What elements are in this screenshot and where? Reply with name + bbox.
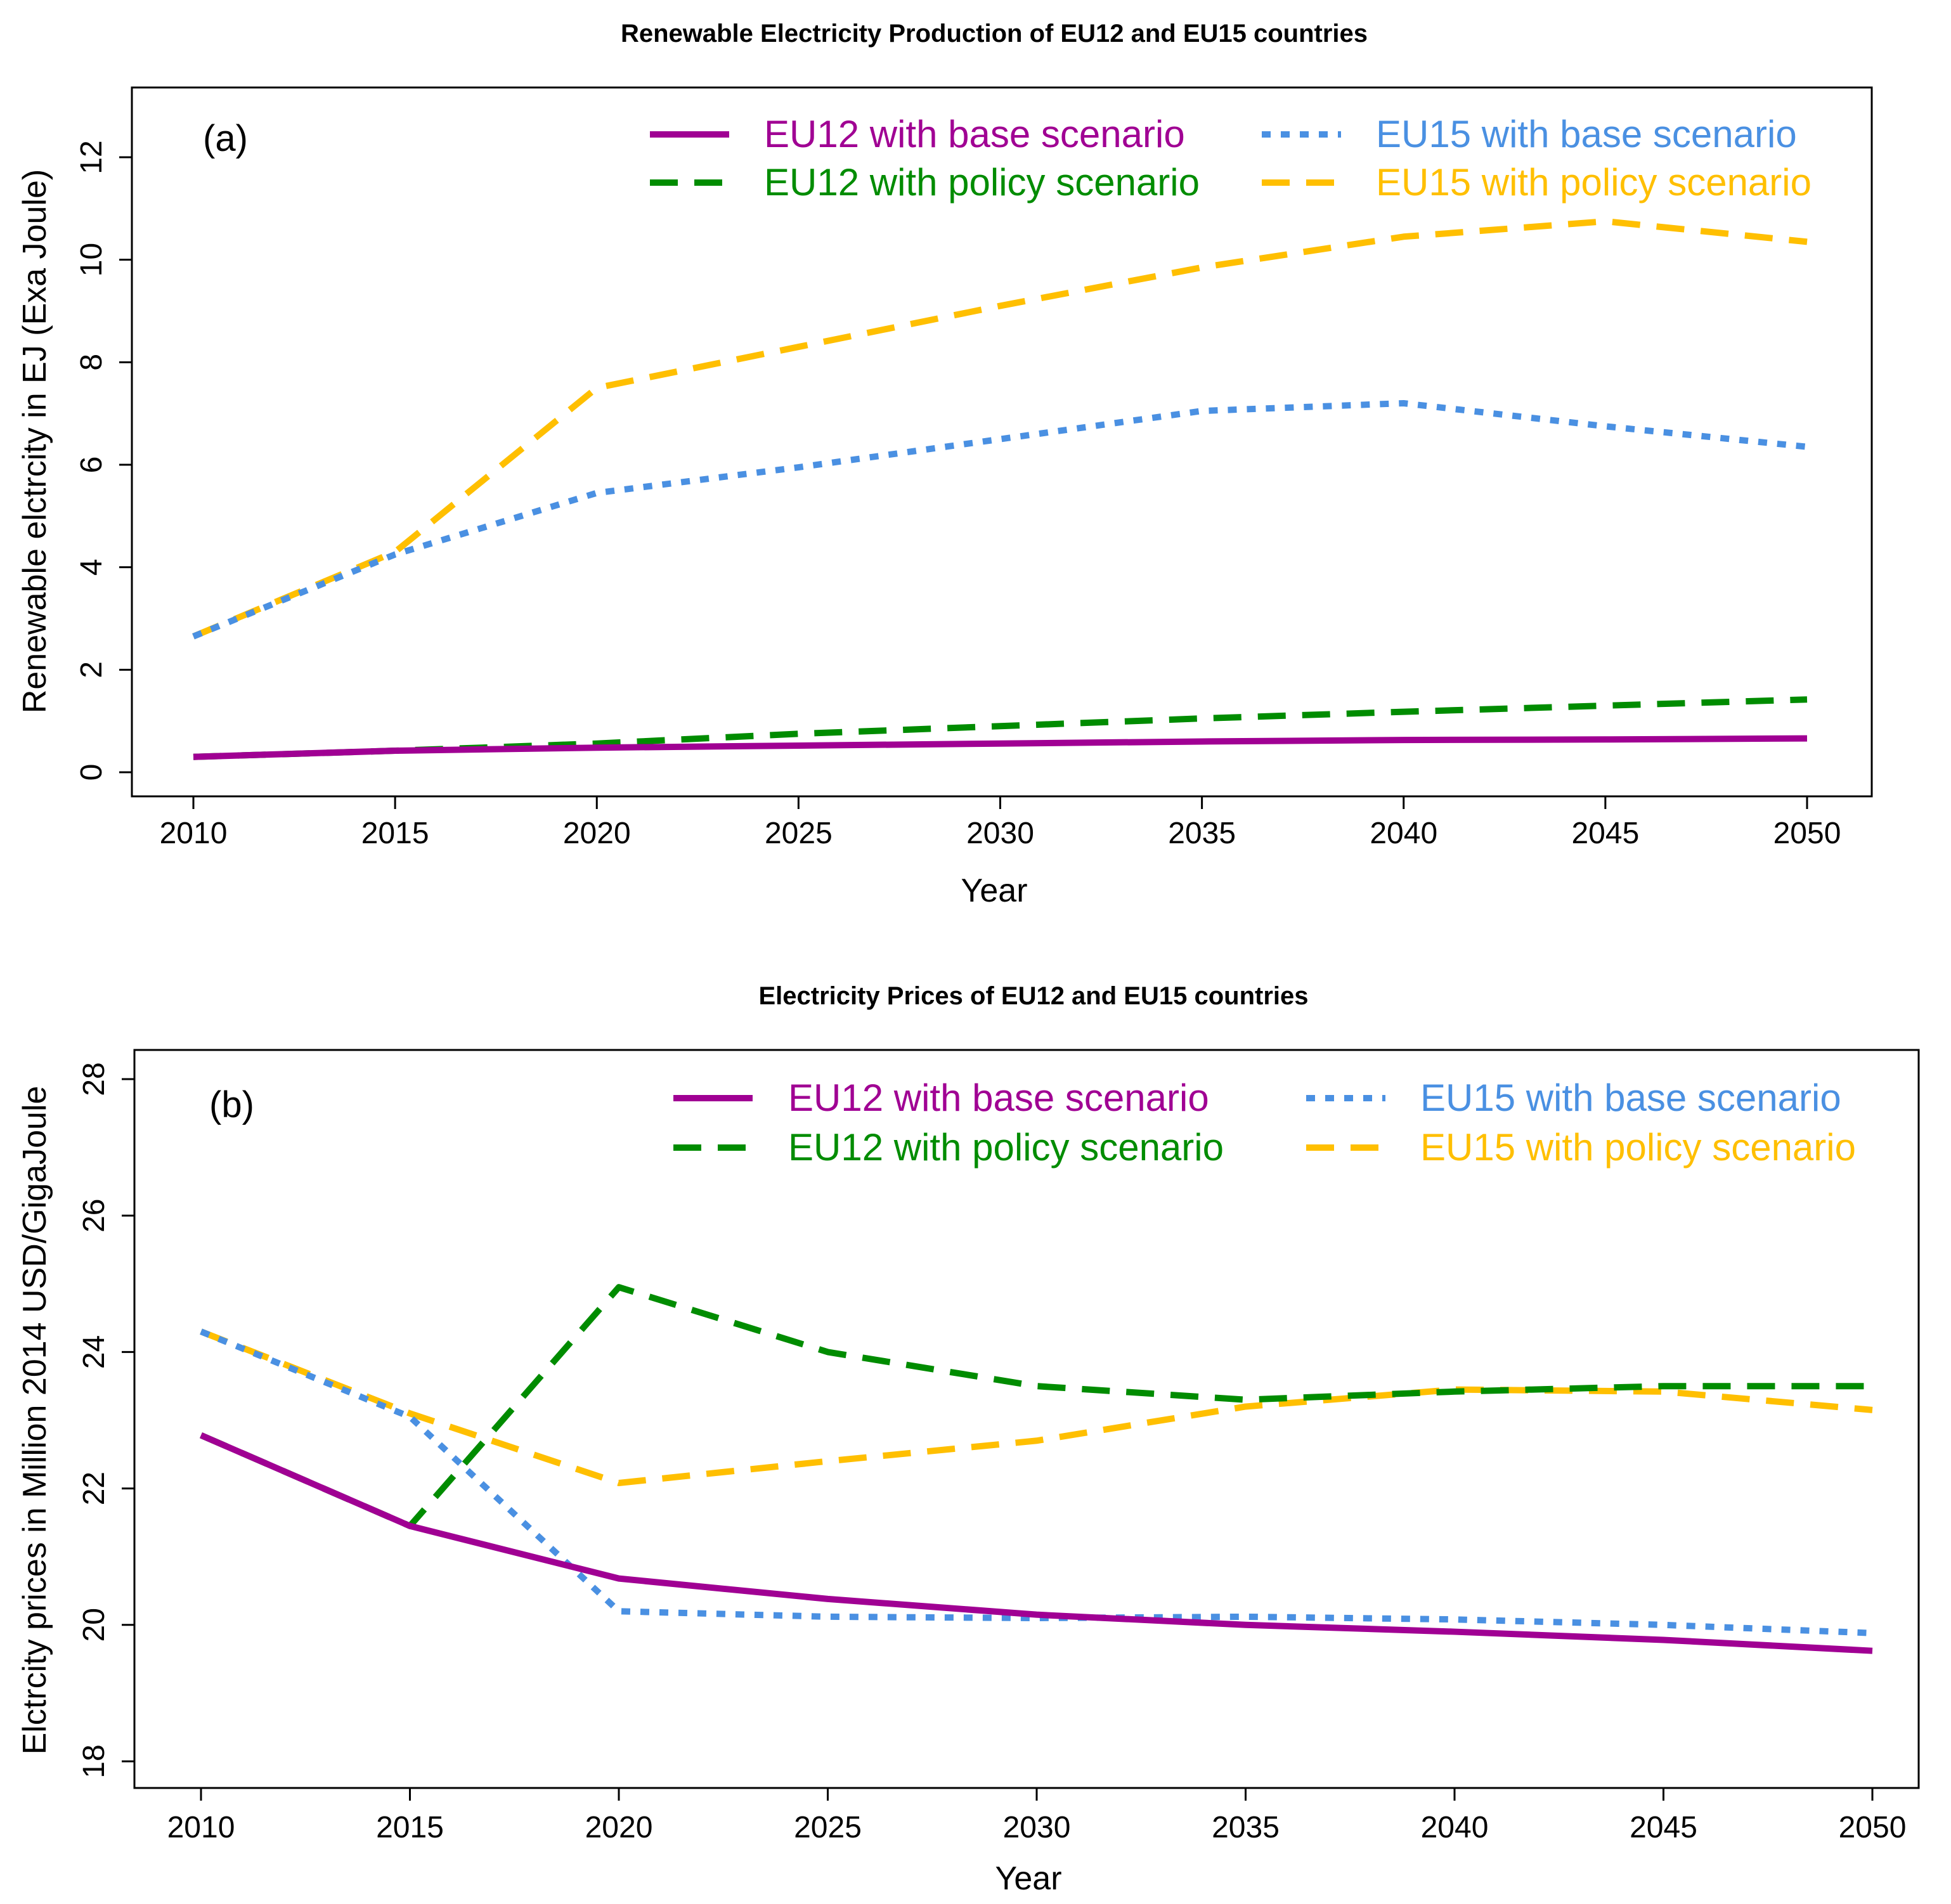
panel-a-chart: Renewable Electricity Production of EU12… <box>16 20 1873 909</box>
panel-a-x-tick-label: 2050 <box>1773 817 1841 850</box>
panel-b-y-tick-label: 28 <box>77 1062 111 1096</box>
panel-a-x-tick-label: 2025 <box>765 817 833 850</box>
panel-a-y-tick-label: 0 <box>75 764 108 781</box>
panel-a-x-tick-label: 2045 <box>1571 817 1639 850</box>
panel-b-x-label: Year <box>995 1860 1061 1897</box>
panel-b-legend-label-eu15-with-policy-scenario: EU15 with policy scenario <box>1420 1126 1856 1169</box>
panel-b-x-axis: 2010 2015 2020 2025 2030 2035 2040 2045 2050 <box>167 1788 1907 1844</box>
panel-b-legend: EU12 with base scenario EU12 with policy … <box>673 1077 1856 1169</box>
panel-a-y-tick-label: 12 <box>75 140 108 174</box>
panel-b-x-tick-label: 2015 <box>376 1811 444 1844</box>
panel-a-series-eu15-with-base-scenario <box>192 400 1808 640</box>
panel-b-series-eu12-with-base-scenario <box>200 1432 1873 1654</box>
panel-b-x-tick-label: 2035 <box>1212 1811 1280 1844</box>
panel-a-x-tick-label: 2030 <box>966 817 1034 850</box>
panel-b-x-tick-label: 2040 <box>1421 1811 1489 1844</box>
panel-a-x-tick-label: 2040 <box>1370 817 1437 850</box>
panel-b-y-axis: 18 20 22 24 26 28 <box>77 1062 134 1778</box>
panel-b-x-tick-label: 2010 <box>167 1811 235 1844</box>
panel-a-series <box>192 218 1808 760</box>
panel-a-legend: EU12 with base scenario EU12 with policy … <box>650 113 1812 204</box>
panel-a-x-label: Year <box>961 872 1027 909</box>
panel-a-y-tick-label: 2 <box>75 661 108 678</box>
panel-b-x-tick-label: 2045 <box>1630 1811 1697 1844</box>
panel-b-y-tick-label: 24 <box>77 1335 111 1369</box>
panel-a-legend-label-eu12-with-policy-scenario: EU12 with policy scenario <box>764 161 1200 204</box>
panel-b-legend-label-eu12-with-policy-scenario: EU12 with policy scenario <box>788 1126 1224 1169</box>
panel-a-x-tick-label: 2010 <box>160 817 228 850</box>
panel-b-x-tick-label: 2030 <box>1003 1811 1071 1844</box>
panel-b-title: Electricity Prices of EU12 and EU15 coun… <box>758 982 1308 1010</box>
panel-a-y-axis: 0 2 4 6 8 10 12 <box>75 140 132 780</box>
panel-a-series-eu12-with-base-scenario <box>193 735 1808 760</box>
panel-b-legend-label-eu15-with-base-scenario: EU15 with base scenario <box>1420 1077 1841 1119</box>
panel-a-label: (a) <box>203 118 248 159</box>
panel-b-y-tick-label: 22 <box>77 1472 111 1505</box>
panel-a-x-axis: 2010 2015 2020 2025 2030 2035 2040 2045 2050 <box>160 796 1841 850</box>
panel-b-label: (b) <box>209 1084 254 1125</box>
panel-b-series-eu12-with-policy-scenario <box>200 1284 1872 1529</box>
panel-b-x-tick-label: 2020 <box>585 1811 653 1844</box>
panel-a-legend-label-eu15-with-base-scenario: EU15 with base scenario <box>1376 113 1797 155</box>
panel-b-y-tick-label: 20 <box>77 1608 111 1642</box>
panel-b-x-tick-label: 2025 <box>794 1811 862 1844</box>
panel-a-y-tick-label: 4 <box>75 559 108 576</box>
panel-a-x-tick-label: 2020 <box>563 817 631 850</box>
panel-b-y-tick-label: 18 <box>77 1744 111 1778</box>
panel-b-chart: Electricity Prices of EU12 and EU15 coun… <box>16 982 1920 1897</box>
panel-a-y-tick-label: 6 <box>75 457 108 474</box>
panel-a-x-tick-label: 2015 <box>361 817 429 850</box>
panel-b-legend-label-eu12-with-base-scenario: EU12 with base scenario <box>788 1077 1209 1119</box>
panel-a-x-tick-label: 2035 <box>1168 817 1236 850</box>
panel-b-plot-frame <box>133 1049 1920 1789</box>
panel-b-y-label: Elctrcity prices in Million 2014 USD/Gig… <box>16 1086 53 1755</box>
panel-a-plot-frame <box>131 86 1873 798</box>
panel-a-title: Renewable Electricity Production of EU12… <box>621 20 1368 48</box>
panel-b-y-tick-label: 26 <box>77 1199 111 1233</box>
panel-b-series-eu15-with-base-scenario <box>200 1328 1873 1636</box>
panel-b-x-tick-label: 2050 <box>1839 1811 1907 1844</box>
panel-a-legend-label-eu15-with-policy-scenario: EU15 with policy scenario <box>1376 161 1812 204</box>
panel-a-y-label: Renewable elctrcity in EJ (Exa Joule) <box>16 169 53 713</box>
panel-b-series <box>200 1284 1873 1654</box>
panel-a-series-eu15-with-policy-scenario <box>192 218 1808 640</box>
panel-a-y-tick-label: 10 <box>75 243 108 276</box>
panel-a-legend-label-eu12-with-base-scenario: EU12 with base scenario <box>764 113 1185 155</box>
panel-a-y-tick-label: 8 <box>75 354 108 371</box>
